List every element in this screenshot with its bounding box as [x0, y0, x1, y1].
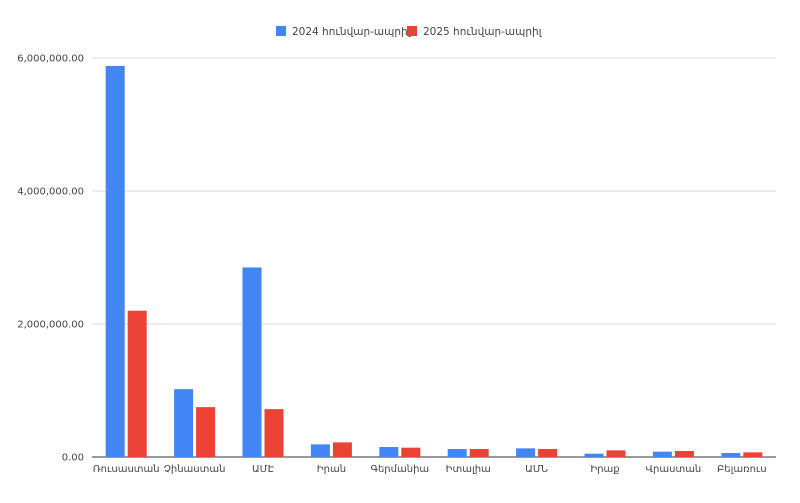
bar-2024-6	[516, 448, 536, 457]
legend-label-2024: 2024 հունվար-ապրիլ	[292, 26, 412, 38]
x-tick-label: ԱՄԷ	[252, 464, 275, 475]
bar-2024-0	[105, 65, 125, 457]
x-tick-label: Բելառուս	[717, 464, 767, 475]
bar-2025-9	[743, 452, 763, 457]
bar-2025-2	[264, 409, 284, 457]
x-tick-label: Չինաստան	[164, 464, 226, 475]
x-tick-label: ԱՄՆ	[525, 464, 548, 475]
bar-2024-9	[721, 453, 741, 457]
bar-2024-3	[310, 444, 330, 457]
y-tick-label: 0.00	[62, 453, 84, 464]
legend-swatch-2024	[276, 26, 286, 36]
bar-2024-8	[652, 451, 672, 457]
x-tick-label: Իտալիա	[446, 464, 491, 475]
y-tick-label: 6,000,000.00	[17, 54, 84, 65]
y-tick-label: 2,000,000.00	[17, 320, 84, 331]
bar-2024-2	[242, 267, 262, 457]
legend: 2024 հունվար-ապրիլ 2025 հունվար-ապրիլ	[276, 26, 543, 38]
bar-2025-0	[127, 310, 147, 457]
bar-2025-6	[538, 449, 558, 457]
x-tick-label: Իրան	[317, 464, 346, 475]
bar-2024-7	[584, 453, 604, 457]
bar-2025-4	[401, 447, 421, 457]
x-axis: Ռուսաստան Չինաստան ԱՄԷ Իրան Գերմանիա Իտալիա ԱՄ…	[93, 464, 767, 475]
bar-2024-1	[174, 389, 194, 457]
x-tick-label: Գերմանիա	[370, 464, 429, 475]
gridlines	[92, 57, 776, 458]
legend-swatch-2025	[407, 26, 417, 36]
legend-label-2025: 2025 հունվար-ապրիլ	[423, 26, 543, 38]
x-tick-label: Վրաստան	[646, 464, 702, 475]
bars	[105, 65, 763, 457]
x-tick-label: Ռուսաստան	[93, 464, 160, 475]
bar-2025-8	[674, 451, 694, 457]
bar-2024-5	[447, 449, 467, 457]
y-tick-label: 4,000,000.00	[17, 187, 84, 198]
bar-2025-5	[469, 449, 489, 457]
bar-2025-1	[196, 407, 216, 457]
y-axis: 0.00 2,000,000.00 4,000,000.00 6,000,000.00	[17, 54, 84, 464]
bar-2024-4	[379, 447, 399, 457]
bar-2025-3	[332, 442, 352, 457]
bar-2025-7	[606, 450, 626, 457]
x-tick-label: Իրաք	[590, 464, 619, 475]
